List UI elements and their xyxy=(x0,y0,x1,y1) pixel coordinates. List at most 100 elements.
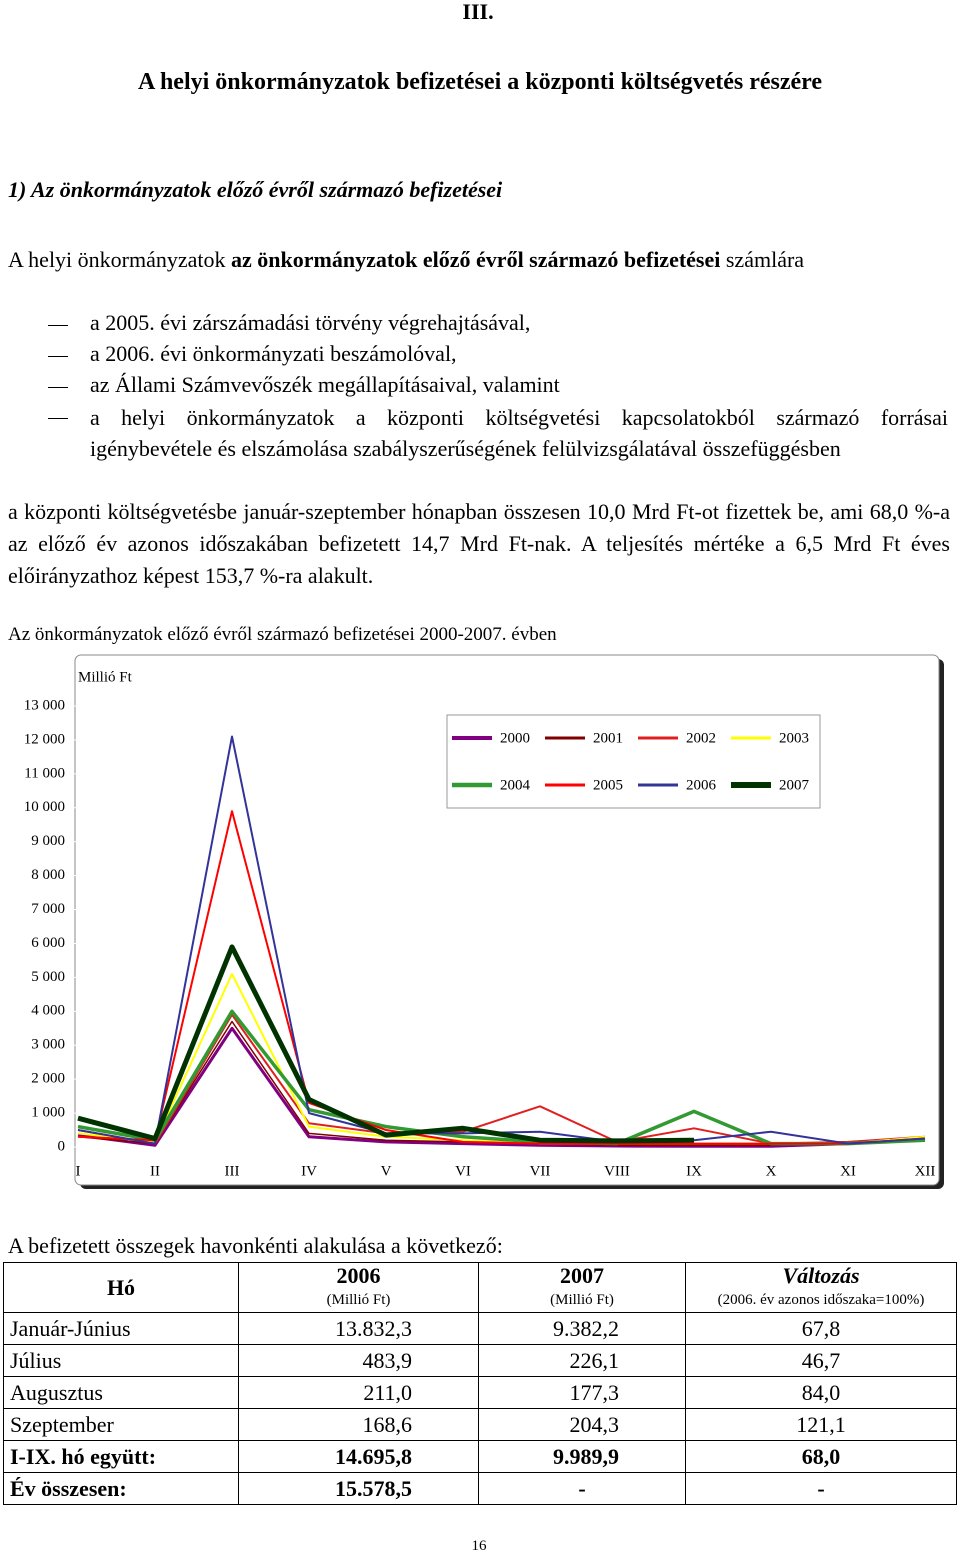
table-cell: 15.578,5 xyxy=(238,1472,479,1505)
intro-bold: az önkormányzatok előző évről származó b… xyxy=(231,247,721,272)
y-tick-label: 7 000 xyxy=(31,901,65,917)
chart-caption: Az önkormányzatok előző évről származó b… xyxy=(8,624,557,645)
legend-label: 2005 xyxy=(593,777,623,793)
list-item: az Állami Számvevőszék megállapításaival… xyxy=(90,372,560,397)
table-cell: 14.695,8 xyxy=(238,1440,479,1473)
dash xyxy=(48,325,68,326)
header-cell: Hó xyxy=(3,1262,239,1313)
series-line xyxy=(77,810,926,1145)
legend-label: 2006 xyxy=(686,777,717,793)
table-cell: 204,3 xyxy=(478,1408,686,1441)
dash xyxy=(48,356,68,357)
x-tick-label: IV xyxy=(301,1163,317,1179)
list-item: a 2005. évi zárszámadási törvény végreha… xyxy=(90,310,531,335)
table-cell: Szeptember xyxy=(3,1408,239,1441)
legend-label: 2007 xyxy=(779,777,810,793)
table-cell: 168,6 xyxy=(238,1408,479,1441)
x-tick-label: X xyxy=(766,1163,777,1179)
table-cell: - xyxy=(685,1472,957,1505)
dash xyxy=(48,387,68,388)
x-tick-label: XII xyxy=(915,1163,936,1179)
chapter-number: III. xyxy=(462,0,494,24)
x-tick-label: I xyxy=(76,1163,81,1179)
y-tick-label: 12 000 xyxy=(24,731,65,747)
summary: a központi költségvetésbe január-szeptem… xyxy=(8,499,950,588)
table-cell: 13.832,3 xyxy=(238,1312,479,1345)
x-tick-label: IX xyxy=(686,1163,702,1179)
legend-label: 2003 xyxy=(779,730,809,746)
section-heading: 1) Az önkormányzatok előző évről származ… xyxy=(8,177,503,202)
chapter-title: A helyi önkormányzatok befizetései a köz… xyxy=(137,69,823,95)
legend-box xyxy=(446,714,821,809)
intro-text: számlára xyxy=(725,247,805,272)
page-number: 16 xyxy=(471,1538,487,1554)
x-tick-label: VI xyxy=(455,1163,471,1179)
intro: A helyi önkormányzatok az önkormányzatok… xyxy=(8,243,948,277)
table-cell: Január-Június xyxy=(3,1312,239,1345)
table-row: Január-Június 13.832,3 9.382,2 67,8 xyxy=(3,1312,957,1345)
table-row: Július 483,9 226,1 46,7 xyxy=(3,1344,957,1377)
legend-label: 2000 xyxy=(500,730,530,746)
table-cell: 9.989,9 xyxy=(478,1440,686,1473)
header-unit: (Millió Ft) xyxy=(550,1291,614,1308)
table-cell: 177,3 xyxy=(478,1376,686,1409)
y-tick-label: 0 xyxy=(58,1138,66,1154)
series-line xyxy=(77,1026,926,1148)
y-tick-label: 6 000 xyxy=(31,935,65,951)
header-row: Hó 2006 (Millió Ft) 2007 (Millió Ft) Változás… xyxy=(3,1262,957,1313)
y-tick-label: 2 000 xyxy=(31,1071,65,1087)
y-tick-label: 9 000 xyxy=(31,833,65,849)
table-cell: 226,1 xyxy=(478,1344,686,1377)
x-tick-label: II xyxy=(150,1163,160,1179)
table-cell: I-IX. hó együtt: xyxy=(3,1440,239,1473)
y-axis-label: Millió Ft xyxy=(78,669,133,685)
x-tick-label: VII xyxy=(530,1163,551,1179)
table-cell: 84,0 xyxy=(685,1376,957,1409)
header-unit: (Millió Ft) xyxy=(326,1291,391,1308)
intro-text: A helyi önkormányzatok xyxy=(8,247,226,272)
table-cell: Augusztus xyxy=(3,1376,239,1409)
x-tick-label: V xyxy=(381,1163,392,1179)
table-cell: 121,1 xyxy=(685,1408,957,1441)
header-text: 2006 xyxy=(336,1262,381,1288)
dash xyxy=(48,418,68,419)
header-text: 2007 xyxy=(560,1262,604,1288)
list-item: a helyi önkormányzatok a központi költsé… xyxy=(90,405,948,461)
table-cell: Július xyxy=(3,1344,239,1377)
table-cell: 68,0 xyxy=(685,1440,957,1473)
legend-label: 2002 xyxy=(686,730,716,746)
y-tick-label: 13 000 xyxy=(24,697,65,713)
y-tick-label: 8 000 xyxy=(31,867,65,883)
x-tick-label: VIII xyxy=(604,1163,630,1179)
header-text: Hó xyxy=(106,1274,136,1300)
table-row: Szeptember 168,6 204,3 121,1 xyxy=(3,1408,957,1441)
table-caption: A befizetett összegek havonkénti alakulá… xyxy=(8,1233,503,1258)
legend-label: 2001 xyxy=(593,730,623,746)
table-cell: Év összesen: xyxy=(3,1472,239,1505)
y-tick-label: 11 000 xyxy=(24,765,65,781)
table-cell: 211,0 xyxy=(238,1376,479,1409)
table-row: Augusztus 211,0 177,3 84,0 xyxy=(3,1376,957,1409)
header-cell: 2006 (Millió Ft) xyxy=(238,1262,479,1313)
header-text: Változás xyxy=(782,1262,860,1288)
series-line xyxy=(77,944,695,1144)
y-tick-label: 1 000 xyxy=(31,1105,65,1121)
table-cell: 67,8 xyxy=(685,1312,957,1345)
header-cell: 2007 (Millió Ft) xyxy=(478,1262,686,1313)
table-row: Év összesen: 15.578,5- - xyxy=(3,1472,957,1505)
x-tick-label: XI xyxy=(840,1163,856,1179)
table-row: I-IX. hó együtt: 14.695,8 9.989,9 68,0 xyxy=(3,1440,957,1473)
y-tick-label: 4 000 xyxy=(31,1003,65,1019)
table-cell: 9.382,2 xyxy=(478,1312,686,1345)
chart: Millió Ft 0 1 000 2 000 3 000 4 000 5 000 6 00… xyxy=(24,654,944,1189)
y-tick-label: 3 000 xyxy=(31,1037,65,1053)
list-item: a 2006. évi önkormányzati beszámolóval, xyxy=(90,341,457,366)
y-tick-label: 10 000 xyxy=(24,799,65,815)
table-cell: - xyxy=(478,1472,686,1505)
table-cell: 46,7 xyxy=(685,1344,957,1377)
header-unit: (2006. év azonos időszaka=100%) xyxy=(717,1291,925,1308)
y-tick-label: 5 000 xyxy=(31,969,65,985)
x-tick-label: III xyxy=(225,1163,240,1179)
header-cell: Változás (2006. év azonos időszaka=100%) xyxy=(685,1262,957,1313)
